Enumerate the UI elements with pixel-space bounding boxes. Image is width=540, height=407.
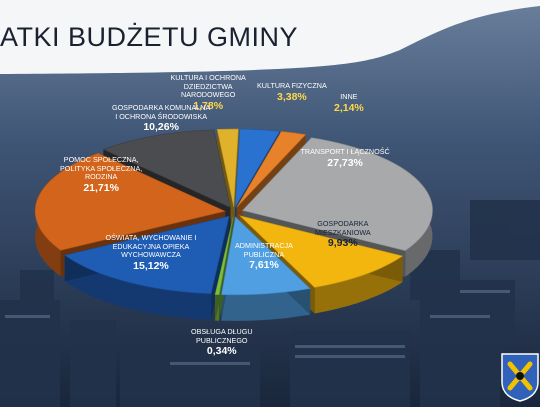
pie-slice [221, 216, 311, 296]
slice-label-name: OŚWIATA, WYCHOWANIE I [105, 233, 197, 242]
title-banner [0, 0, 540, 74]
slice-label-name: WYCHOWAWCZA [121, 250, 181, 260]
slice-label-value: 10,26% [143, 121, 179, 134]
slice-label-name: POMOC SPOŁECZNA, [63, 155, 139, 164]
slice-label: KULTURA FIZYCZNA 3,38% [257, 81, 327, 103]
slice-label: TRANSPORT I ŁĄCZNOŚĆ 27,73% [300, 147, 390, 169]
pie-slice [236, 131, 307, 208]
pie-slice-side [221, 288, 311, 321]
slice-label-name: POLITYKA SPOŁECZNA, [60, 163, 143, 173]
slice-label-name: KULTURA FIZYCZNA [257, 81, 327, 90]
slice-label: OŚWIATA, WYCHOWANIE I EDUKACYJNA OPIEKA WY… [105, 233, 197, 272]
pie-slice [216, 128, 239, 208]
slice-label: GOSPODARKA MIESZKANIOWA 9,93% [315, 219, 371, 250]
slice-label-value: 21,71% [83, 181, 119, 194]
pie-slice [102, 129, 231, 208]
pie-slice [234, 128, 281, 208]
slice-label-name: KULTURA I OCHRONA [170, 73, 246, 82]
slice-label-name: GOSPODARKA [317, 219, 369, 228]
slice-label-name: TRANSPORT I ŁĄCZNOŚĆ [300, 147, 390, 156]
slice-label: INNE 2,14% [334, 92, 364, 114]
slice-label-name: RODZINA [84, 172, 118, 182]
slice-label-name: I OCHRONA ŚRODOWISKA [115, 111, 208, 121]
slice-label-value: 7,61% [249, 259, 279, 272]
municipality-crest-icon [501, 353, 539, 402]
slice-label-name: PUBLICZNA [243, 249, 285, 259]
slice-label-name: EDUKACYJNA OPIEKA [112, 241, 190, 251]
slice-label-name: OBSŁUGA DŁUGU [191, 327, 253, 336]
pie-slice-side [64, 255, 211, 320]
slice-label-value: 15,12% [133, 259, 169, 272]
slice-label: GOSPODARKA KOMUNALNA I OCHRONA ŚRODOWISKA… [112, 103, 211, 134]
slice-label: OBSŁUGA DŁUGU PUBLICZNEGO 0,34% [191, 327, 253, 358]
slice-label-name: GOSPODARKA KOMUNALNA [112, 103, 211, 112]
slice-label-name: ADMINISTRACJA [235, 241, 293, 250]
slice-label-name: DZIEDZICTWA [183, 81, 233, 91]
slice-label-value: 27,73% [327, 156, 363, 169]
slice-label-name: NARODOWEGO [181, 90, 236, 100]
slice-label: KULTURA I OCHRONA DZIEDZICTWA NARODOWEGO 1,… [170, 73, 246, 112]
page-title: ATKI BUDŻETU GMINY [0, 22, 299, 52]
slice-label-name: PUBLICZNEGO [195, 335, 248, 345]
slice-label-value: 9,93% [327, 237, 358, 250]
pie-slice [34, 152, 227, 251]
slice-label-value: 2,14% [334, 101, 364, 114]
pie-slice [64, 215, 230, 295]
slice-label-value: 1,78% [193, 99, 224, 112]
slice-label-name: MIESZKANIOWA [315, 227, 371, 237]
slice-label: POMOC SPOŁECZNA, POLITYKA SPOŁECZNA, RODZI… [60, 155, 143, 194]
pie-slice [238, 215, 404, 288]
slice-label-name: INNE [340, 92, 358, 101]
pie-slice [241, 137, 433, 252]
pie-slice [214, 216, 234, 296]
slice-label-value: 0,34% [206, 345, 237, 358]
slice-label-value: 3,38% [276, 90, 307, 103]
slice-label: ADMINISTRACJA PUBLICZNA 7,61% [235, 241, 293, 272]
